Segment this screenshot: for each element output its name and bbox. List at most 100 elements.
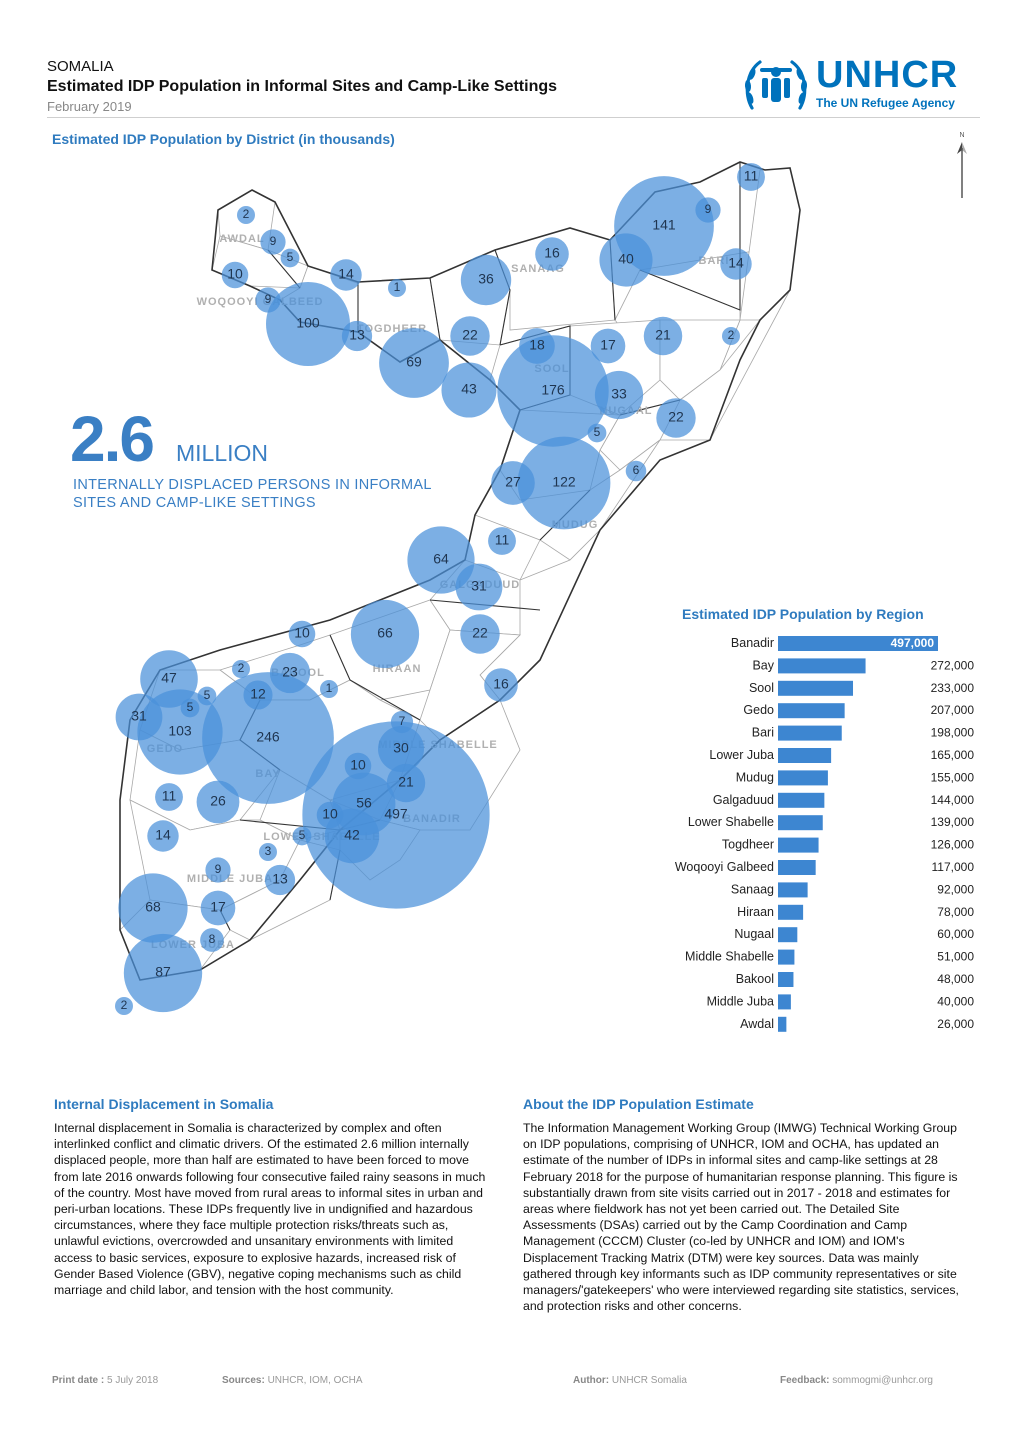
district-bubble [147, 820, 179, 852]
bar-value-label: 60,000 [937, 927, 974, 941]
district-value-label: 8 [209, 932, 216, 946]
district-value-label: 40 [618, 251, 634, 267]
district-bubble [488, 527, 516, 555]
author-value: UNHCR Somalia [611, 1375, 687, 1386]
district-bubble [292, 826, 312, 846]
bar-value-label: 207,000 [931, 703, 975, 717]
bar-value-label: 40,000 [937, 994, 974, 1008]
bar-value-label: 51,000 [937, 950, 974, 964]
district-value-label: 122 [552, 474, 576, 490]
district-value-label: 10 [227, 266, 243, 282]
district-bubble [599, 233, 653, 287]
bar-value-label: 126,000 [931, 838, 975, 852]
district-value-label: 9 [265, 292, 272, 306]
district-value-label: 42 [344, 827, 360, 843]
district-value-label: 14 [338, 266, 354, 282]
bar-category-label: Middle Juba [707, 994, 774, 1008]
district-value-label: 10 [322, 806, 338, 822]
district-value-label: 23 [282, 664, 298, 680]
district-bubble [484, 668, 518, 702]
district-value-label: 7 [399, 714, 406, 728]
footer-feedback: Feedback: sommogmi@unhcr.org [780, 1375, 933, 1386]
bar [778, 949, 795, 965]
bar-category-label: Lower Shabelle [688, 815, 774, 829]
about-estimate-title: About the IDP Population Estimate [523, 1096, 754, 1112]
bar-category-label: Awdal [740, 1017, 774, 1031]
bar-value-label: 48,000 [937, 972, 974, 986]
logo-tagline: The UN Refugee Agency [816, 96, 955, 110]
district-value-label: 87 [155, 964, 171, 980]
district-value-label: 21 [655, 327, 671, 343]
district-value-label: 33 [611, 386, 627, 402]
bar-category-label: Sanaag [731, 882, 774, 896]
bar-category-label: Woqooyi Galbeed [675, 860, 774, 874]
district-value-label: 2 [121, 998, 128, 1012]
district-bubble [737, 163, 765, 191]
district-value-label: 5 [594, 425, 601, 439]
district-bubble [205, 857, 231, 883]
district-value-label: 2 [238, 661, 245, 675]
feedback-label: Feedback: [780, 1375, 830, 1386]
map-title: Estimated IDP Population by District (in… [52, 131, 395, 147]
district-value-label: 141 [652, 217, 676, 233]
district-value-label: 14 [155, 827, 171, 843]
district-bubble [232, 660, 250, 678]
district-bubble [656, 398, 696, 438]
footer-print-date: Print date : 5 July 2018 [52, 1375, 158, 1386]
bar [778, 792, 825, 808]
district-bubble [115, 997, 133, 1015]
district-bubble [260, 229, 286, 255]
bar-category-label: Gedo [743, 703, 774, 717]
bar [778, 904, 804, 920]
district-value-label: 5 [287, 250, 294, 264]
bar-value-label: 155,000 [931, 770, 975, 784]
district-value-label: 22 [668, 409, 684, 425]
district-value-label: 22 [462, 327, 478, 343]
district-value-label: 36 [478, 271, 494, 287]
internal-displacement-title: Internal Displacement in Somalia [54, 1096, 274, 1112]
district-bubble [720, 248, 752, 280]
district-value-label: 11 [744, 168, 759, 184]
district-value-label: 22 [472, 625, 488, 641]
district-bubble [497, 335, 609, 447]
district-bubble [264, 864, 296, 896]
bar-category-label: Mudug [736, 770, 774, 784]
bar [778, 927, 798, 943]
bar-value-label: 117,000 [932, 860, 975, 874]
bar-value-label: 139,000 [931, 815, 975, 829]
bar-value-label: 272,000 [931, 658, 975, 672]
bar-value-label: 497,000 [891, 636, 935, 650]
bar-value-label: 233,000 [931, 681, 975, 695]
bar [778, 882, 808, 898]
district-value-label: 43 [461, 381, 477, 397]
page-date: February 2019 [47, 99, 132, 114]
district-value-label: 66 [377, 625, 393, 641]
district-value-label: 9 [215, 862, 222, 876]
district-bubble [590, 328, 626, 364]
bar-value-label: 165,000 [931, 748, 975, 762]
district-value-label: 16 [544, 245, 560, 261]
district-bubble [341, 320, 373, 352]
bar-category-label: Hiraan [737, 905, 774, 919]
page-title: Estimated IDP Population in Informal Sit… [47, 78, 558, 95]
author-label: Author: [573, 1375, 610, 1386]
logo-wordmark: UNHCR [816, 54, 959, 96]
header-divider [47, 117, 980, 118]
bar-category-label: Bay [752, 658, 774, 672]
district-value-label: 176 [541, 382, 565, 398]
district-value-label: 13 [349, 327, 365, 343]
district-value-label: 246 [256, 729, 280, 745]
bar-chart-title: Estimated IDP Population by Region [682, 606, 924, 622]
district-bubble [460, 254, 512, 306]
print-date-value: 5 July 2018 [107, 1375, 159, 1386]
country-label: SOMALIA [47, 58, 114, 75]
district-bubble [517, 436, 611, 530]
district-bubble [259, 843, 277, 861]
bar [778, 837, 819, 853]
region-bar-chart: Banadir 497,000 Bay 272,000 Sool 233,000 Gedo 2… [675, 636, 975, 1032]
headline-unit: MILLION [176, 440, 269, 466]
district-bubble [137, 689, 223, 775]
bar [778, 725, 842, 741]
